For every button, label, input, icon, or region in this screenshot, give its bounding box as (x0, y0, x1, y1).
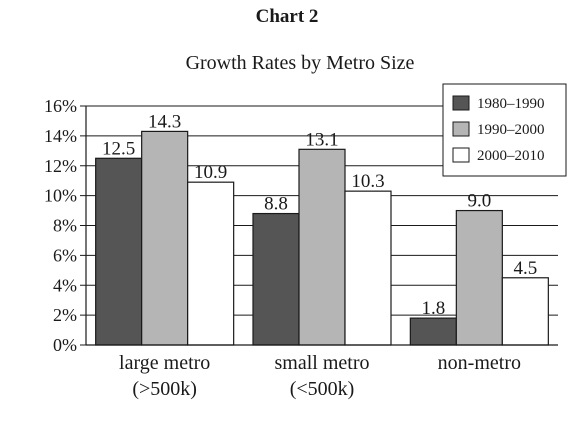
y-tick-label: 6% (53, 245, 77, 265)
y-tick-label: 8% (53, 216, 77, 236)
y-tick-label: 0% (53, 335, 77, 355)
axes: 0% 2% 4% 6% 8% 10% 12% 14% 16% large metro (>500k)… (44, 96, 558, 400)
bar (409, 317, 457, 346)
bar-value-label: 10.3 (351, 171, 384, 192)
legend-label: 1980–1990 (477, 96, 545, 112)
bar-value-label: 14.3 (148, 111, 181, 132)
bar (298, 148, 346, 346)
legend-label: 2000–2010 (477, 148, 545, 164)
y-tick-label: 10% (44, 186, 77, 206)
x-tick-sublabel: (<500k) (290, 378, 355, 400)
y-tick-label: 16% (44, 96, 77, 116)
bar (95, 157, 143, 346)
bar (455, 209, 503, 346)
legend: 1980–1990 1990–2000 2000–2010 (442, 83, 567, 177)
legend-swatch (452, 147, 470, 163)
y-tick-label: 4% (53, 275, 77, 295)
bar (141, 130, 189, 346)
legend-label: 1990–2000 (477, 122, 545, 138)
bar-value-label: 1.8 (421, 298, 445, 319)
x-tick-label: small metro (275, 352, 370, 374)
chart-title: Growth Rates by Metro Size (186, 52, 415, 74)
legend-swatch (452, 95, 470, 111)
y-tick-label: 14% (44, 126, 77, 146)
bar-value-label: 10.9 (194, 162, 227, 183)
y-tick-label: 2% (53, 305, 77, 325)
bars: 12.5 14.3 10.9 8.8 13.1 10.3 1.8 9.0 4.5 (95, 111, 549, 346)
chart-header: Chart 2 (256, 6, 319, 27)
bar (344, 190, 392, 346)
x-tick-label: non-metro (438, 352, 521, 374)
bar-value-label: 12.5 (102, 138, 135, 159)
y-tick-label: 12% (44, 156, 77, 176)
bar (501, 277, 549, 346)
legend-swatch (452, 121, 470, 137)
bar (252, 212, 300, 346)
x-tick-sublabel: (>500k) (132, 378, 197, 400)
x-tick-label: large metro (119, 352, 210, 374)
bar (187, 181, 235, 346)
bar-value-label: 8.8 (264, 194, 288, 215)
bar-value-label: 9.0 (467, 191, 491, 212)
bar-value-label: 4.5 (513, 258, 537, 279)
bar-value-label: 13.1 (305, 129, 338, 150)
